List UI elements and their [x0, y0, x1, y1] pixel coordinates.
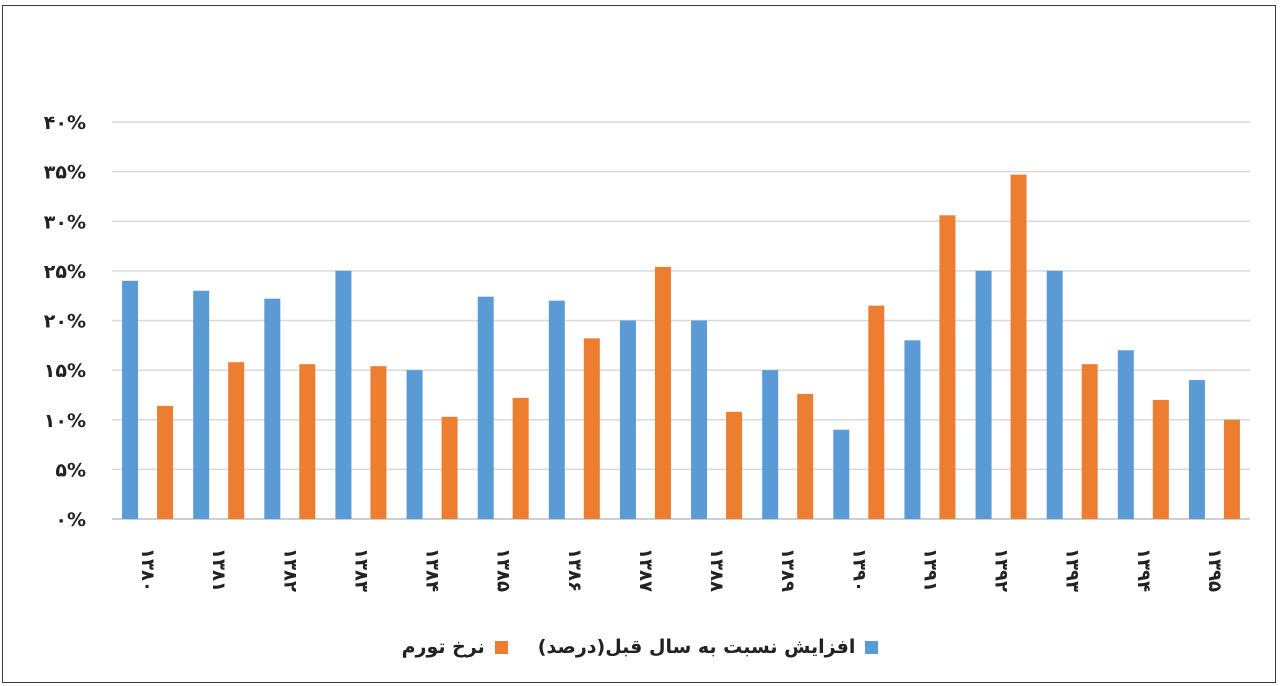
bar-increase: [548, 300, 565, 519]
bar-inflation: [583, 338, 600, 519]
x-tick-label: ۱۳۸۲: [279, 548, 300, 592]
x-tick-label: ۱۳۸۷: [635, 548, 656, 592]
bar-increase: [477, 296, 494, 519]
bar-inflation: [868, 305, 885, 519]
y-tick-label: ۵%: [55, 459, 86, 481]
bar-inflation: [228, 362, 245, 519]
bar-inflation: [654, 266, 671, 519]
bar-increase: [406, 370, 423, 519]
bar-inflation: [441, 416, 458, 519]
bar-inflation: [370, 366, 387, 519]
x-tick-label: ۱۳۹۱: [919, 548, 940, 592]
x-tick-label: ۱۳۸۸: [706, 548, 727, 592]
bar-increase: [762, 370, 779, 519]
y-tick-label: ۳۰%: [44, 211, 86, 233]
x-tick-label: ۱۳۸۰: [137, 548, 158, 592]
y-axis-ticks: ۰% ۵% ۱۰% ۱۵% ۲۰% ۲۵% ۳۰% ۳۵% ۴۰%: [44, 112, 86, 531]
legend-label-increase: افزایش نسبت به سال قبل(درصد): [537, 636, 856, 658]
bar-inflation: [1152, 399, 1169, 519]
bar-increase: [1117, 350, 1134, 519]
x-tick-label: ۱۳۹۴: [1133, 548, 1154, 592]
y-tick-label: ۳۵%: [44, 162, 86, 184]
bar-increase: [122, 280, 139, 519]
x-tick-label: ۱۳۹۲: [991, 548, 1012, 592]
x-tick-label: ۱۳۸۵: [493, 548, 514, 592]
y-tick-label: ۲۰%: [44, 311, 86, 333]
bar-inflation: [1010, 174, 1027, 520]
bar-increase: [335, 270, 352, 519]
y-tick-label: ۱۰%: [44, 410, 86, 432]
bar-inflation: [939, 215, 956, 520]
x-tick-label: ۱۳۹۰: [848, 548, 869, 592]
bar-increase: [264, 298, 281, 519]
y-tick-label: ۲۵%: [44, 261, 86, 283]
bar-increase: [619, 320, 636, 519]
x-tick-label: ۱۳۹۵: [1204, 548, 1225, 592]
legend-swatch-increase: [865, 640, 879, 654]
bar-inflation: [1081, 364, 1098, 519]
x-axis-ticks: ۱۳۸۰ ۱۳۸۱ ۱۳۸۲ ۱۳۸۳ ۱۳۸۴ ۱۳۸۵ ۱۳۸۶ ۱۳۸۷ ۱۳۸۸ ۱۳۸۹…: [137, 548, 1225, 592]
bar-inflation: [1223, 419, 1240, 519]
bar-inflation: [299, 364, 316, 519]
x-tick-label: ۱۳۸۶: [564, 548, 585, 592]
x-tick-label: ۱۳۸۳: [350, 548, 371, 592]
bar-increase: [691, 320, 708, 519]
bar-increase: [833, 429, 850, 519]
y-tick-label: ۱۵%: [44, 360, 86, 382]
legend-item-increase: افزایش نسبت به سال قبل(درصد): [538, 636, 879, 658]
x-tick-label: ۱۳۸۹: [777, 548, 798, 592]
x-tick-label: ۱۳۸۱: [208, 548, 229, 592]
legend-item-inflation: نرخ تورم: [402, 636, 508, 658]
x-tick-label: ۱۳۸۴: [422, 548, 443, 592]
gridlines: [112, 121, 1250, 520]
legend-swatch-inflation: [494, 640, 508, 654]
bar-increase: [1188, 380, 1205, 519]
y-tick-label: ۴۰%: [44, 112, 86, 134]
y-tick-label: ۰%: [55, 509, 86, 531]
bars: [122, 174, 1240, 520]
chart-frame: [2, 5, 1276, 683]
bar-inflation: [797, 393, 814, 519]
legend: افزایش نسبت به سال قبل(درصد) نرخ تورم: [0, 632, 1280, 662]
bar-increase: [975, 270, 992, 519]
bar-inflation: [726, 411, 743, 519]
bar-inflation: [157, 405, 174, 519]
bar-increase: [904, 340, 921, 519]
bar-inflation: [512, 397, 529, 519]
bar-increase: [1046, 270, 1063, 519]
bar-chart: ۰%۵%۱۰%۱۵%۲۰%۲۵%۳۰%۳۵%۴۰% ۱۳۸۰ ۱۳۸۱ ۱۳۸۲ ۱۳…: [44, 112, 1250, 592]
legend-label-inflation: نرخ تورم: [401, 636, 485, 658]
x-tick-label: ۱۳۹۳: [1062, 548, 1083, 592]
bar-increase: [193, 290, 210, 519]
